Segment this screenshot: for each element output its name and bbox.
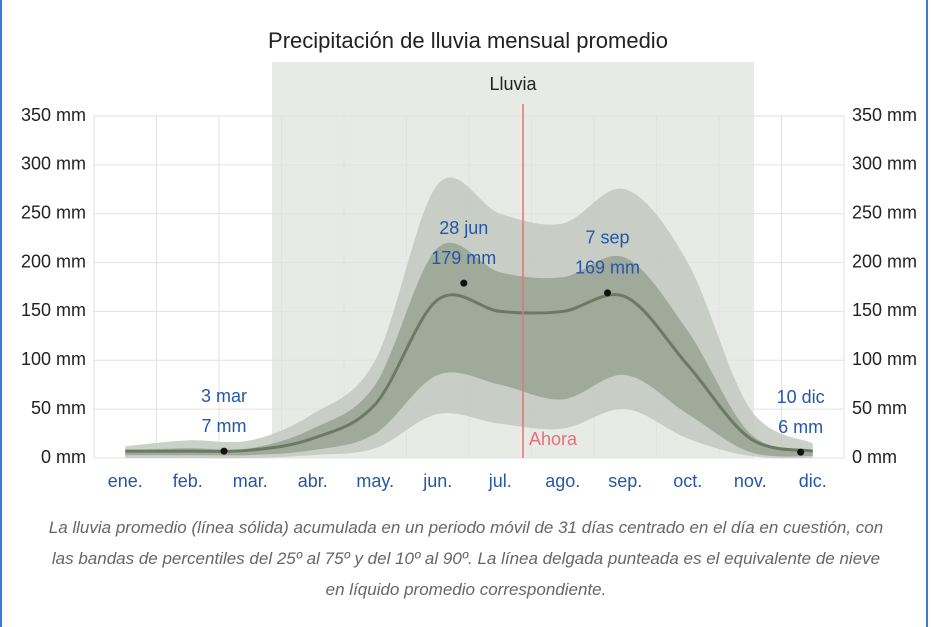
annotation-dot xyxy=(220,447,228,455)
annotation-date: 28 jun xyxy=(439,218,488,238)
x-tick-label: abr. xyxy=(298,471,328,491)
caption: La lluvia promedio (línea sólida) acumul… xyxy=(48,518,884,599)
annotation-date: 10 dic xyxy=(777,387,825,407)
x-tick-label: feb. xyxy=(173,471,203,491)
annotation-value: 6 mm xyxy=(778,417,823,437)
x-tick-label: dic. xyxy=(799,471,827,491)
rain-line xyxy=(125,293,814,453)
x-tick-label: ene. xyxy=(108,471,143,491)
y2-tick-label: 50 mm xyxy=(852,398,907,418)
x-tick-label: oct. xyxy=(673,471,702,491)
x-tick-label: jun. xyxy=(422,471,452,491)
y-tick-label: 50 mm xyxy=(31,398,86,418)
y2-tick-label: 350 mm xyxy=(852,105,917,125)
y2-tick-label: 250 mm xyxy=(852,202,917,222)
y-tick-label: 200 mm xyxy=(21,251,86,271)
y-tick-label: 100 mm xyxy=(21,349,86,369)
annotation-value: 169 mm xyxy=(575,258,640,278)
y2-tick-label: 200 mm xyxy=(852,251,917,271)
x-tick-label: nov. xyxy=(734,471,767,491)
annotation-value: 179 mm xyxy=(431,248,496,268)
y-tick-label: 150 mm xyxy=(21,300,86,320)
x-tick-label: mar. xyxy=(233,471,268,491)
y-tick-label: 350 mm xyxy=(21,105,86,125)
y2-tick-label: 100 mm xyxy=(852,349,917,369)
x-tick-label: may. xyxy=(356,471,394,491)
y-tick-label: 0 mm xyxy=(41,447,86,467)
season-label: Lluvia xyxy=(489,74,537,94)
x-tick-label: jul. xyxy=(488,471,512,491)
y2-tick-label: 0 mm xyxy=(852,447,897,467)
annotation-date: 3 mar xyxy=(201,386,247,406)
y-tick-label: 250 mm xyxy=(21,202,86,222)
percentile-band xyxy=(125,242,813,457)
annotation-dot xyxy=(797,448,805,456)
chart-title: Precipitación de lluvia mensual promedio xyxy=(268,28,668,53)
annotation-date: 7 sep xyxy=(586,228,630,248)
now-label: Ahora xyxy=(529,429,578,449)
annotation-dot xyxy=(460,279,468,287)
annotation-dot xyxy=(604,289,612,297)
y2-tick-label: 300 mm xyxy=(852,154,917,174)
annotation-value: 7 mm xyxy=(202,416,247,436)
x-tick-label: sep. xyxy=(608,471,642,491)
y2-tick-label: 150 mm xyxy=(852,300,917,320)
y-tick-label: 300 mm xyxy=(21,154,86,174)
x-tick-label: ago. xyxy=(545,471,580,491)
